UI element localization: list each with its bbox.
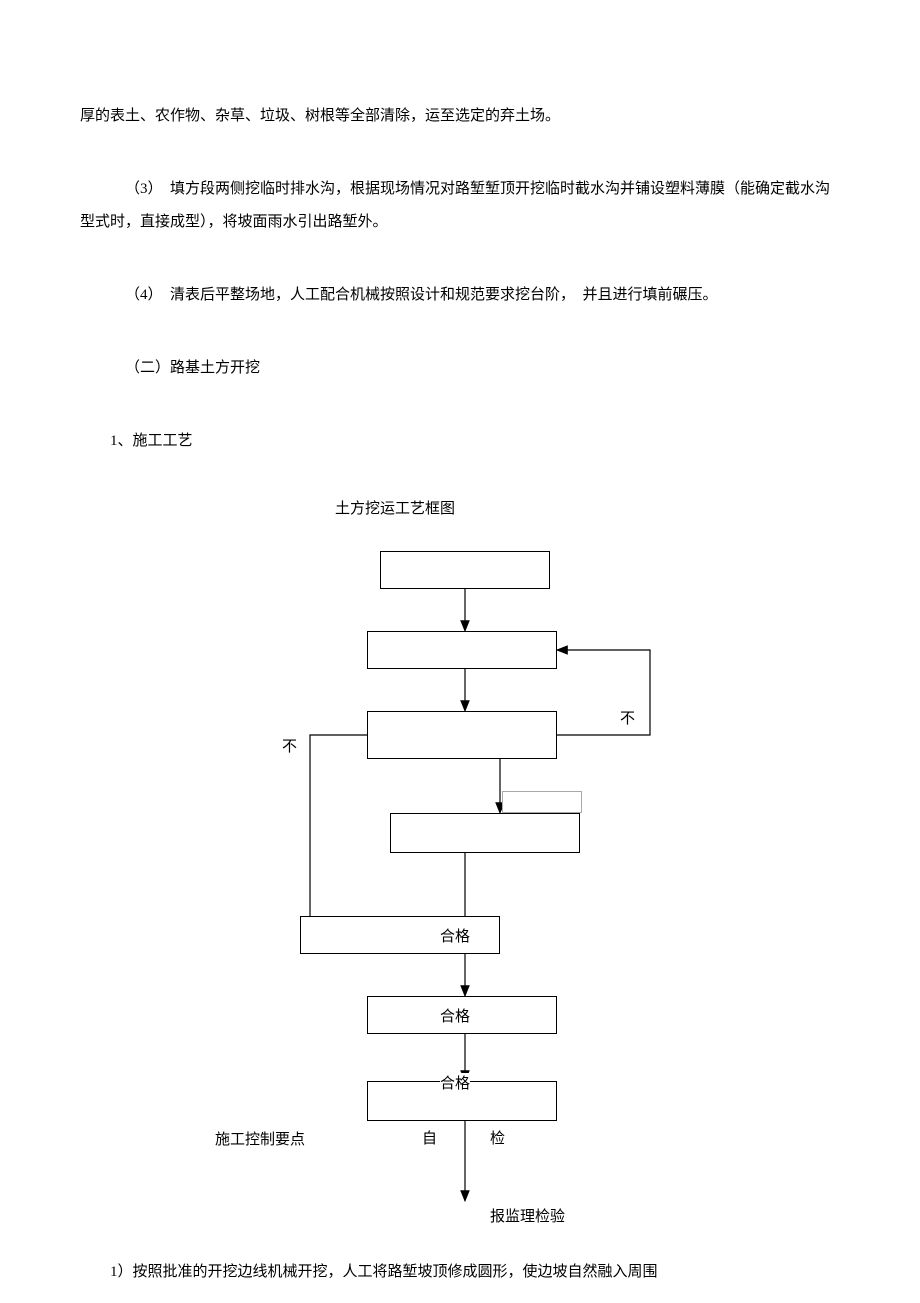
paragraph-5: 1、施工工艺 (80, 425, 840, 458)
flowchart-node-n4 (390, 813, 580, 853)
flowchart-container: 不不合格合格合格自检施工控制要点报监理检验 (160, 551, 760, 1231)
flowchart-node-n2 (367, 631, 557, 669)
flowchart-label-self: 自 (422, 1128, 437, 1151)
paragraph-3: （4） 清表后平整场地，人工配合机械按照设计和规范要求挖台阶， 并且进行填前碾压… (80, 279, 840, 312)
flowchart-label-report: 报监理检验 (490, 1206, 565, 1229)
paragraph-4: （二）路基土方开挖 (80, 352, 840, 385)
flowchart-label-pass2: 合格 (440, 1006, 470, 1029)
flowchart-small-box (502, 791, 582, 813)
flowchart-title: 土方挖运工艺框图 (0, 498, 840, 521)
flowchart-node-n1 (380, 551, 550, 589)
paragraph-2: （3） 填方段两侧挖临时排水沟，根据现场情况对路堑堑顶开挖临时截水沟并铺设塑料薄… (80, 173, 840, 239)
flowchart-label-no_right: 不 (620, 708, 635, 731)
flowchart-label-pass1: 合格 (440, 926, 470, 949)
paragraph-1: 厚的表土、农作物、杂草、垃圾、树根等全部清除，运至选定的弃土场。 (80, 100, 840, 133)
flowchart-label-pass3: 合格 (440, 1073, 470, 1096)
flowchart-node-n3 (367, 711, 557, 759)
flowchart-label-no_left: 不 (282, 736, 297, 759)
flowchart-label-control: 施工控制要点 (215, 1129, 305, 1152)
paragraph-6: 1）按照批准的开挖边线机械开挖，人工将路堑坡顶修成圆形，使边坡自然融入周围 (80, 1261, 840, 1284)
flowchart-label-check: 检 (490, 1128, 505, 1151)
